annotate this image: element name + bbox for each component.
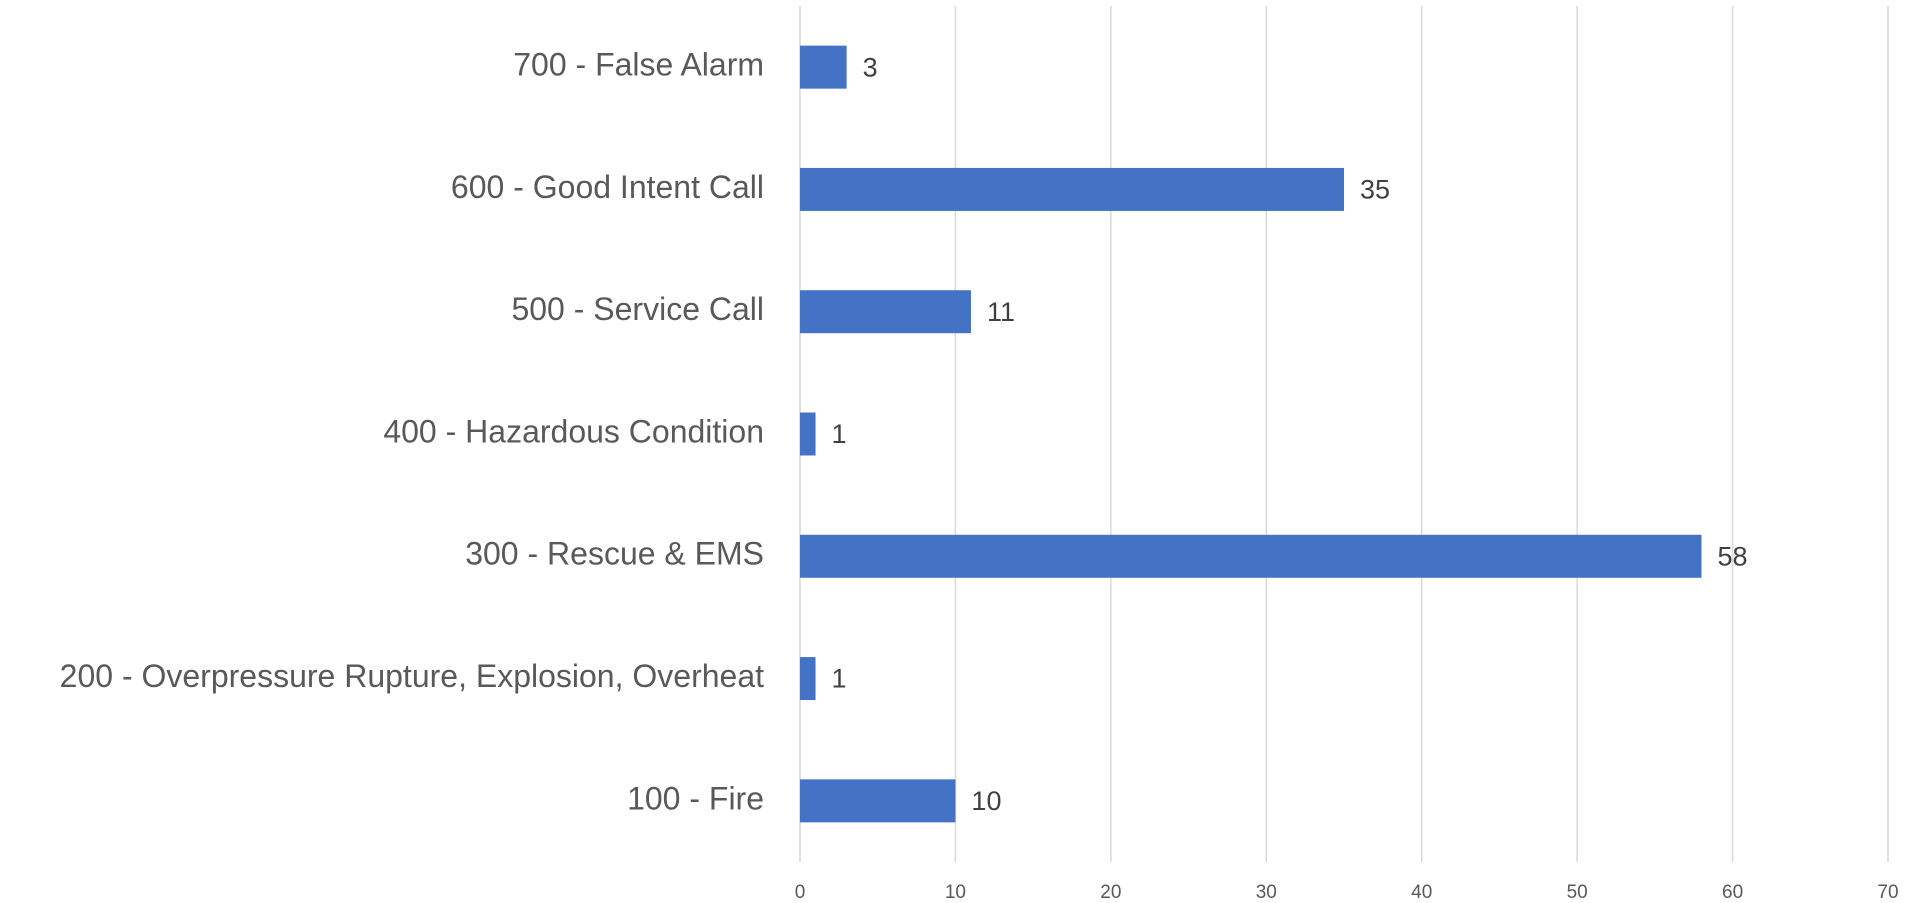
- y-tick-label: 300 - Rescue & EMS: [465, 536, 764, 572]
- value-label: 11: [987, 297, 1015, 327]
- y-tick-label: 400 - Hazardous Condition: [383, 413, 764, 449]
- value-label: 1: [832, 419, 847, 449]
- value-label: 58: [1717, 541, 1747, 571]
- x-tick-label: 30: [1256, 882, 1277, 903]
- x-tick-label: 70: [1877, 882, 1898, 903]
- value-label: 35: [1360, 175, 1390, 205]
- x-tick-label: 10: [945, 882, 966, 903]
- y-tick-label: 700 - False Alarm: [513, 47, 764, 83]
- bar: [800, 45, 847, 89]
- x-tick-label: 0: [795, 882, 806, 903]
- bar: [800, 657, 816, 701]
- bar: [800, 290, 971, 334]
- y-tick-label: 600 - Good Intent Call: [451, 169, 764, 205]
- x-tick-label: 40: [1411, 882, 1432, 903]
- x-tick-label: 60: [1722, 882, 1743, 903]
- x-tick-label: 50: [1567, 882, 1588, 903]
- bar: [800, 534, 1702, 578]
- x-tick-label: 20: [1100, 882, 1121, 903]
- y-tick-label: 500 - Service Call: [511, 291, 764, 327]
- y-tick-label: 200 - Overpressure Rupture, Explosion, O…: [60, 658, 764, 694]
- value-label: 3: [863, 52, 878, 82]
- bar: [800, 412, 816, 456]
- value-label: 10: [971, 786, 1001, 816]
- bar: [800, 779, 956, 823]
- value-label: 1: [832, 664, 847, 694]
- y-tick-label: 100 - Fire: [627, 780, 764, 816]
- bar: [800, 167, 1344, 211]
